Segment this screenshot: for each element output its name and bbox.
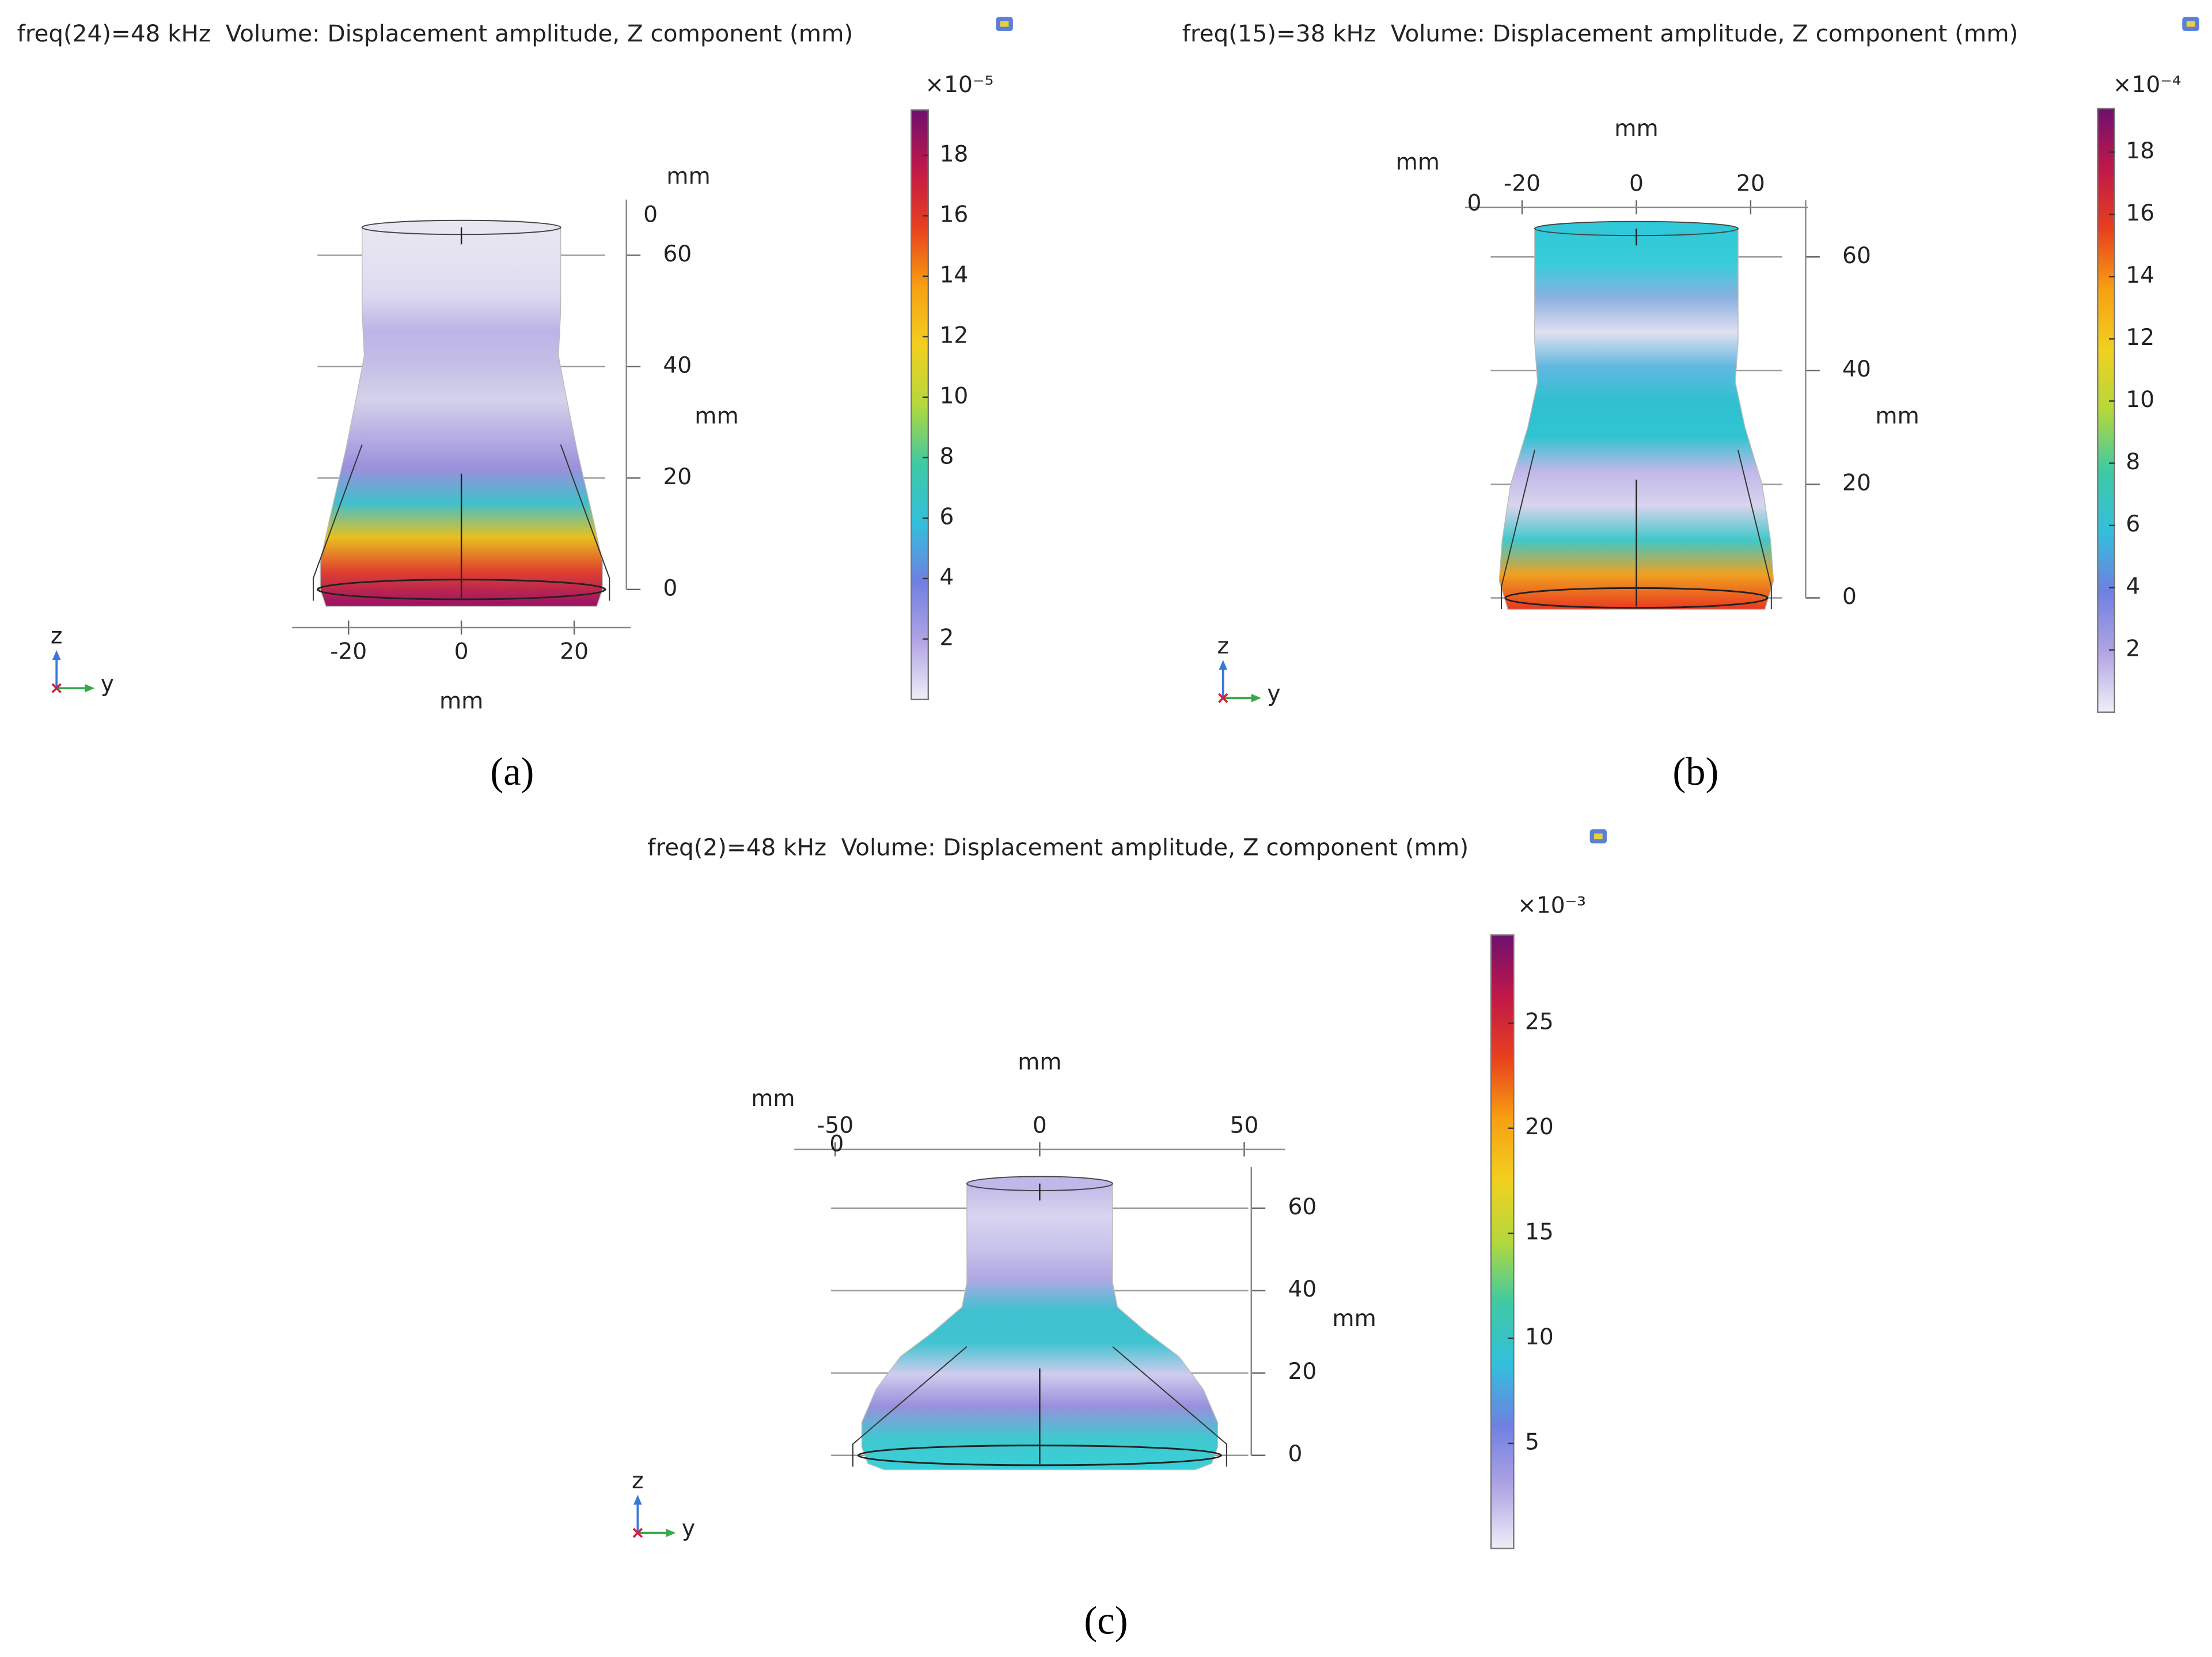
body-surface — [320, 227, 603, 607]
z-tick-label: 20 — [663, 464, 692, 490]
triad-z-head — [52, 650, 61, 660]
z-tick-label: 20 — [1288, 1359, 1316, 1385]
z-tick-label: 40 — [1842, 356, 1871, 382]
colorbar-tick-label: 14 — [2126, 263, 2154, 288]
panel-label: (b) — [1672, 750, 1718, 793]
colorbar-tick-label: 20 — [1525, 1114, 1554, 1140]
colorbar-scale: ×10⁻³ — [1517, 892, 1586, 918]
body-surface — [1498, 228, 1774, 610]
y-tick-label: -20 — [330, 639, 367, 665]
colorbar-tick-label: 2 — [939, 625, 954, 651]
bounding-box — [312, 444, 610, 601]
colorbar-tick-label: 5 — [1525, 1429, 1539, 1455]
colorbar — [1490, 934, 1515, 1549]
z-axis-unit: mm — [1875, 404, 1919, 430]
y-tick-label: 0 — [454, 639, 469, 665]
x-axis-unit: mm — [666, 164, 710, 189]
z-tick-label: 20 — [1842, 470, 1871, 496]
y-tick-label: 50 — [1230, 1113, 1259, 1139]
colorbar-tick-label: 4 — [2126, 573, 2140, 599]
chart-title: freq(2)=48 kHz Volume: Displacement ampl… — [647, 834, 1469, 861]
panel: freq(24)=48 kHz Volume: Displacement amp… — [17, 20, 994, 793]
triad-label: y — [682, 1516, 695, 1542]
triad-z-head — [633, 1495, 642, 1505]
x-axis-unit: mm — [1396, 150, 1440, 176]
colorbar-scale: ×10⁻⁵ — [925, 72, 993, 98]
x-axis-unit: mm — [751, 1086, 795, 1112]
colorbar-tick-label: 10 — [1525, 1324, 1554, 1350]
colorbar-tick-label: 12 — [939, 322, 968, 348]
colorbar-tick-label: 6 — [939, 504, 954, 530]
y-tick-label: 0 — [1033, 1113, 1047, 1139]
triad-label: z — [51, 624, 63, 649]
bounding-box — [1501, 450, 1772, 610]
triad-y-head — [85, 683, 95, 693]
panel: freq(2)=48 kHz Volume: Displacement ampl… — [632, 834, 1586, 1643]
bounding-box — [852, 1346, 1227, 1467]
y-tick-label: -20 — [1504, 170, 1541, 196]
chart-title: freq(15)=38 kHz Volume: Displacement amp… — [1182, 20, 2019, 47]
colorbar-tick-label: 16 — [2126, 200, 2154, 226]
colorbar-tick-label: 25 — [1525, 1009, 1554, 1035]
colorbar — [2097, 108, 2116, 713]
colorbar-tick-label: 4 — [939, 564, 954, 590]
triad-z-head — [1219, 660, 1228, 670]
y-axis-unit: mm — [1614, 116, 1658, 142]
y-tick-label: -50 — [817, 1113, 853, 1139]
x-tick-label: 0 — [829, 1131, 844, 1157]
panel-label: (a) — [490, 750, 534, 793]
colorbar-tick-label: 2 — [2126, 636, 2140, 662]
x-tick-label: 0 — [1467, 191, 1482, 216]
y-tick-label: 0 — [1629, 170, 1644, 196]
chart-title: freq(24)=48 kHz Volume: Displacement amp… — [17, 20, 853, 47]
z-tick-label: 60 — [1842, 243, 1871, 269]
y-axis-unit: mm — [1018, 1049, 1061, 1075]
z-tick-label: 60 — [1288, 1194, 1316, 1220]
triad-x — [632, 1527, 643, 1538]
y-tick-label: 20 — [1736, 170, 1765, 196]
panel-label: (c) — [1084, 1598, 1128, 1642]
triad-label: z — [632, 1468, 644, 1494]
y-axis-unit: mm — [439, 688, 483, 714]
colorbar-tick-label: 18 — [2126, 138, 2154, 164]
z-tick-label: 40 — [663, 352, 692, 378]
panel: freq(15)=38 kHz Volume: Displacement amp… — [1182, 20, 2181, 793]
colorbar-tick-label: 16 — [939, 202, 968, 227]
z-axis-unit: mm — [1332, 1306, 1376, 1332]
triad-y-head — [666, 1529, 676, 1537]
triad-label: z — [1217, 633, 1230, 659]
triad-x — [51, 683, 62, 693]
z-tick-label: 40 — [1288, 1276, 1316, 1302]
colorbar-tick-label: 6 — [2126, 511, 2140, 537]
z-tick-label: 60 — [663, 241, 692, 267]
colorbar-tick-label: 18 — [939, 141, 968, 167]
body-surface — [861, 1183, 1218, 1470]
colorbar-scale: ×10⁻⁴ — [2113, 72, 2181, 98]
triad-label: y — [101, 671, 114, 697]
z-tick-label: 0 — [1842, 584, 1857, 610]
colorbar — [910, 109, 929, 701]
colorbar-tick-label: 8 — [2126, 449, 2140, 475]
x-tick-label: 0 — [643, 202, 658, 227]
colorbar-tick-label: 14 — [939, 262, 968, 288]
triad-x — [1218, 693, 1228, 704]
colorbar-tick-label: 10 — [939, 383, 968, 409]
z-axis-unit: mm — [695, 404, 738, 430]
colorbar-tick-label: 8 — [939, 443, 954, 469]
y-tick-label: 20 — [560, 639, 589, 665]
z-tick-label: 0 — [1288, 1441, 1302, 1467]
triad-y-head — [1251, 694, 1261, 702]
colorbar-tick-label: 12 — [2126, 325, 2154, 351]
z-tick-label: 0 — [663, 575, 677, 601]
colorbar-tick-label: 15 — [1525, 1219, 1554, 1245]
triad-label: y — [1267, 681, 1280, 707]
export-icon — [996, 17, 2199, 843]
colorbar-tick-label: 10 — [2126, 387, 2154, 413]
